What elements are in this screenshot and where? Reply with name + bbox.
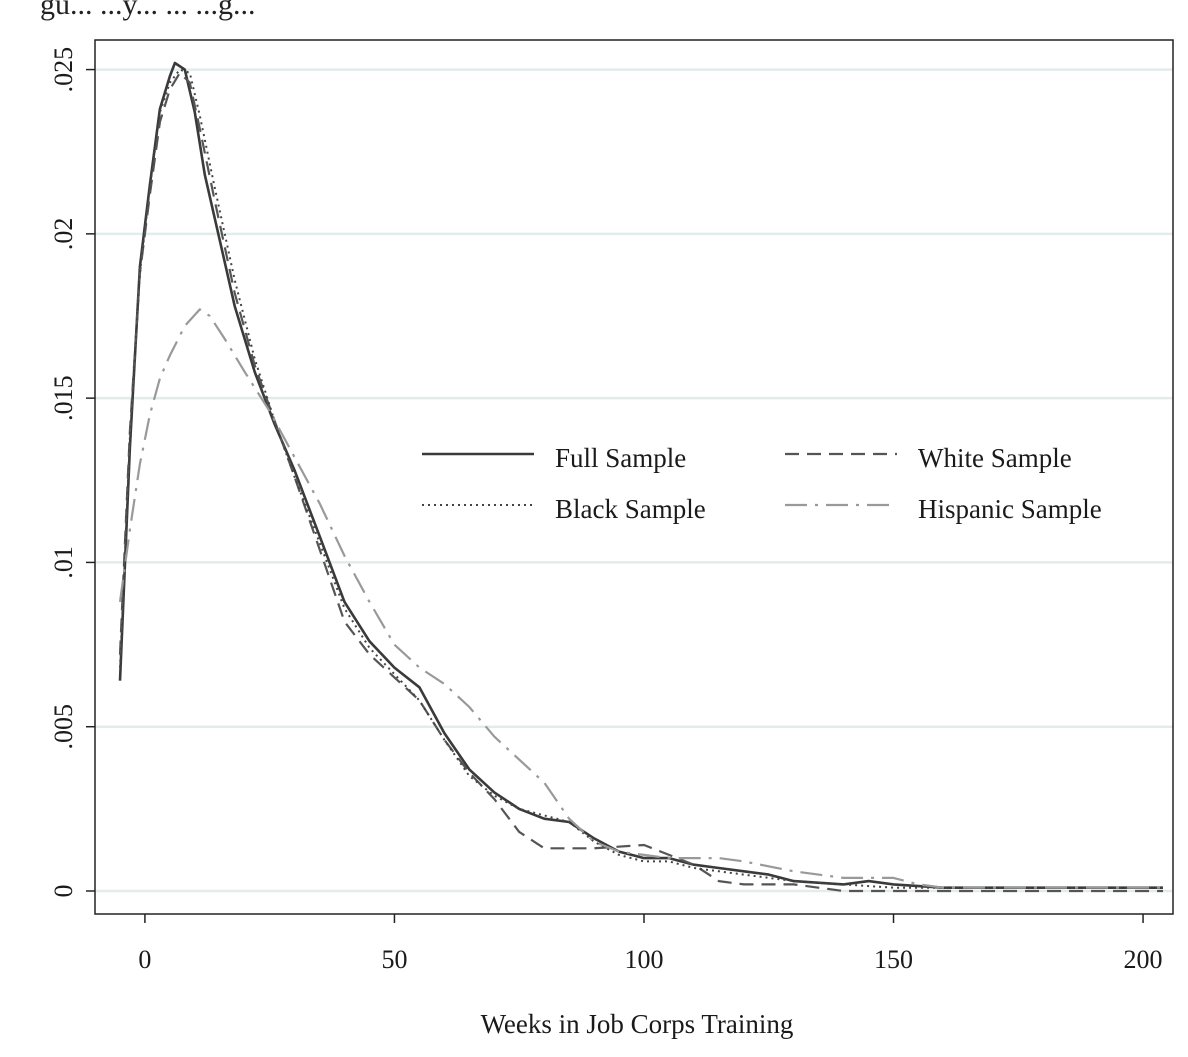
y-tick-label: .025 (49, 47, 78, 93)
y-axis: 0 .005 .01 .015 .02 .025 (49, 47, 95, 898)
x-tick-label: 0 (138, 945, 151, 974)
x-axis-label: Weeks in Job Corps Training (481, 1009, 794, 1039)
legend-label-hispanic-sample: Hispanic Sample (918, 494, 1102, 524)
caption-fragment-text: gu... ...y... ... ...g... (40, 0, 256, 21)
y-tick-label: .005 (49, 704, 78, 750)
legend-label-full-sample: Full Sample (555, 443, 686, 473)
x-tick-label: 100 (624, 945, 663, 974)
x-tick-label: 200 (1124, 945, 1163, 974)
plot-frame (94, 39, 1174, 915)
x-tick-label: 50 (381, 945, 407, 974)
chart-background (0, 30, 1188, 1057)
x-axis: 0 50 100 150 200 (138, 914, 1163, 974)
series-line-hispanic-sample (118, 308, 1163, 889)
y-tick-label: 0 (49, 885, 78, 898)
y-tick-label: .02 (49, 218, 78, 251)
series-lines (118, 61, 1163, 893)
legend-label-black-sample: Black Sample (555, 494, 706, 524)
y-tick-label: .015 (49, 375, 78, 421)
legend-label-white-sample: White Sample (918, 443, 1072, 473)
legend: Full Sample White Sample Black Sample Hispa… (422, 443, 1102, 524)
x-tick-label: 150 (874, 945, 913, 974)
caption-fragment: gu... ...y... ... ...g... (0, 0, 1188, 30)
y-tick-label: .01 (49, 546, 78, 579)
series-line-white-sample (118, 71, 1163, 893)
